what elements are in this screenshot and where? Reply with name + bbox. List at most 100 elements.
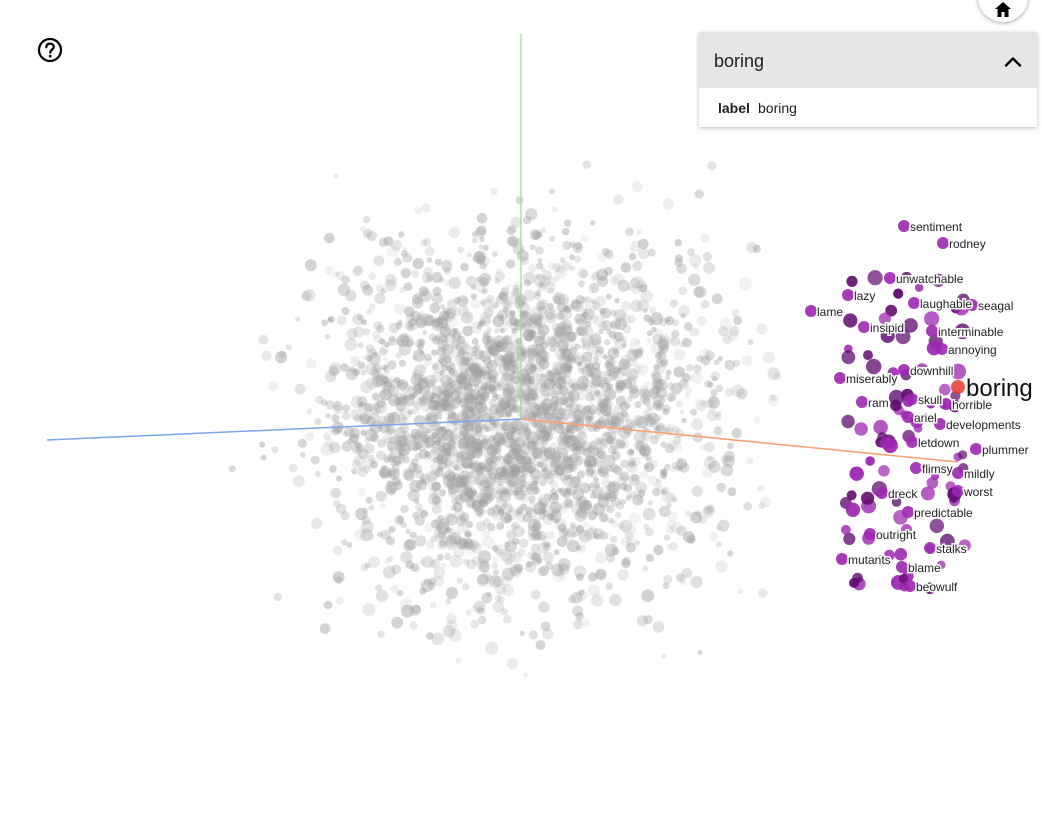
embedding-point: [716, 482, 726, 493]
embedding-point: [595, 437, 603, 444]
embedding-point: [408, 462, 419, 473]
embedding-point: [691, 418, 704, 431]
embedding-point: [474, 369, 483, 378]
embedding-point: [556, 383, 562, 390]
embedding-point: [592, 301, 601, 311]
embedding-point: [489, 455, 498, 464]
selected-point[interactable]: [951, 380, 965, 394]
neighbor-point[interactable]: [952, 485, 964, 497]
neighbor-point[interactable]: [902, 411, 914, 423]
embedding-point: [475, 393, 487, 406]
neighbor-point[interactable]: [896, 561, 908, 573]
embedding-point: [427, 401, 435, 409]
embedding-point: [505, 402, 512, 408]
neighbor-point[interactable]: [898, 220, 910, 232]
neighbor-point[interactable]: [898, 364, 910, 376]
embedding-point: [621, 342, 627, 348]
neighbor-point[interactable]: [940, 398, 952, 410]
embedding-point: [555, 466, 565, 477]
embedding-point: [383, 380, 392, 389]
embedding-point: [402, 394, 415, 407]
neighbor-label: downhill: [910, 364, 953, 378]
embedding-point: [577, 391, 587, 401]
neighbor-point[interactable]: [934, 418, 946, 430]
embedding-point: [477, 573, 490, 585]
embedding-point: [345, 368, 358, 381]
embedding-point: [624, 531, 634, 541]
neighbor-point[interactable]: [876, 487, 888, 499]
neighbor-point[interactable]: [952, 467, 964, 479]
neighbor-point[interactable]: [904, 580, 916, 592]
neighbor-point[interactable]: [856, 396, 868, 408]
embedding-point: [525, 561, 537, 573]
neighbor-point[interactable]: [805, 305, 817, 317]
embedding-point: [449, 367, 459, 377]
embedding-point: [652, 621, 665, 633]
embedding-point: [533, 456, 540, 463]
embedding-point: [505, 431, 515, 441]
home-button[interactable]: [978, 0, 1028, 22]
neighbor-point[interactable]: [884, 272, 896, 284]
embedding-point: [504, 384, 515, 395]
embedding-point: [462, 558, 470, 566]
neighbor-point[interactable]: [836, 553, 848, 565]
embedding-point: [507, 484, 516, 492]
embedding-point: [445, 480, 455, 490]
embedding-point: [702, 251, 712, 262]
neighbor-point[interactable]: [937, 237, 949, 249]
embedding-point: [320, 399, 328, 406]
embedding-point: [595, 376, 609, 389]
embedding-point: [558, 437, 571, 450]
embedding-point: [575, 432, 588, 445]
neighbor-point[interactable]: [908, 297, 920, 309]
neighbor-point[interactable]: [842, 289, 854, 301]
embedding-point: [337, 283, 350, 296]
embedding-point: [569, 265, 576, 271]
neighbor-point[interactable]: [902, 506, 914, 518]
embedding-point: [478, 550, 492, 564]
neighbor-point[interactable]: [906, 436, 918, 448]
embedding-point: [364, 437, 371, 444]
neighbor-point[interactable]: [910, 462, 922, 474]
embedding-point: [553, 371, 562, 380]
embedding-point: [477, 368, 486, 377]
embedding-point: [557, 572, 564, 579]
collapse-button[interactable]: [1001, 50, 1025, 74]
neighbor-point[interactable]: [924, 542, 936, 554]
embedding-point: [429, 469, 440, 480]
embedding-point: [403, 282, 413, 291]
embedding-point: [471, 231, 478, 238]
embedding-point: [542, 512, 555, 525]
embedding-point: [332, 500, 341, 508]
embedding-point: [391, 411, 398, 417]
embedding-point: [511, 369, 517, 375]
embedding-point: [490, 442, 500, 452]
neighbor-point[interactable]: [966, 299, 978, 311]
neighbor-point[interactable]: [970, 443, 982, 455]
embedding-point: [485, 360, 494, 369]
embedding-point: [464, 489, 475, 499]
neighbor-point[interactable]: [936, 343, 948, 355]
neighbor-point[interactable]: [906, 393, 918, 405]
neighbor-point[interactable]: [926, 325, 938, 337]
embedding-point: [458, 470, 469, 481]
neighbor-point[interactable]: [864, 528, 876, 540]
embedding-point: [501, 341, 513, 353]
neighbor-point[interactable]: [834, 372, 846, 384]
embedding-point: [421, 203, 431, 213]
embedding-point: [517, 455, 529, 467]
embedding-point: [603, 388, 617, 401]
help-button[interactable]: [36, 36, 64, 64]
embedding-point: [430, 481, 442, 492]
embedding-point: [486, 591, 492, 598]
embedding-point: [476, 574, 489, 587]
embedding-point: [329, 362, 342, 375]
embedding-point: [476, 212, 488, 224]
embedding-point: [486, 522, 496, 532]
embedding-point: [523, 272, 536, 285]
embedding-point: [532, 556, 542, 567]
neighbor-point[interactable]: [858, 321, 870, 333]
embedding-point: [422, 329, 428, 336]
embedding-point: [642, 507, 656, 521]
